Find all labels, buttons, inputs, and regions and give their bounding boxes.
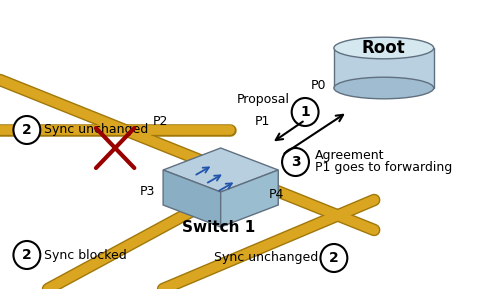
Text: Root: Root xyxy=(362,39,406,57)
Text: P4: P4 xyxy=(269,188,284,201)
Text: P0: P0 xyxy=(311,79,326,92)
Text: P1 goes to forwarding: P1 goes to forwarding xyxy=(315,162,452,175)
Text: 2: 2 xyxy=(329,251,339,265)
Polygon shape xyxy=(334,48,434,88)
Text: Agreement: Agreement xyxy=(315,149,384,162)
Circle shape xyxy=(13,241,40,269)
Text: 1: 1 xyxy=(300,105,310,119)
Text: Sync unchanged: Sync unchanged xyxy=(214,251,319,264)
Ellipse shape xyxy=(334,37,434,59)
Text: Sync blocked: Sync blocked xyxy=(44,249,127,262)
Polygon shape xyxy=(163,148,278,192)
Circle shape xyxy=(321,244,348,272)
Text: P2: P2 xyxy=(153,115,168,128)
Circle shape xyxy=(13,116,40,144)
Text: 3: 3 xyxy=(291,155,300,169)
Text: P1: P1 xyxy=(255,115,271,128)
Text: P3: P3 xyxy=(140,185,156,198)
Text: 2: 2 xyxy=(22,248,32,262)
Circle shape xyxy=(292,98,319,126)
Text: Switch 1: Switch 1 xyxy=(182,220,255,235)
Circle shape xyxy=(282,148,309,176)
Polygon shape xyxy=(163,170,221,227)
Text: 2: 2 xyxy=(22,123,32,137)
Polygon shape xyxy=(163,183,278,227)
Text: Proposal: Proposal xyxy=(237,94,290,107)
Ellipse shape xyxy=(334,77,434,99)
Text: Sync unchanged: Sync unchanged xyxy=(44,123,148,136)
Polygon shape xyxy=(221,170,278,227)
